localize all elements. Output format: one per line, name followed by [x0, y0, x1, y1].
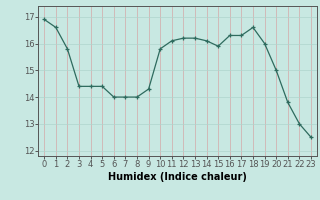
X-axis label: Humidex (Indice chaleur): Humidex (Indice chaleur) [108, 172, 247, 182]
